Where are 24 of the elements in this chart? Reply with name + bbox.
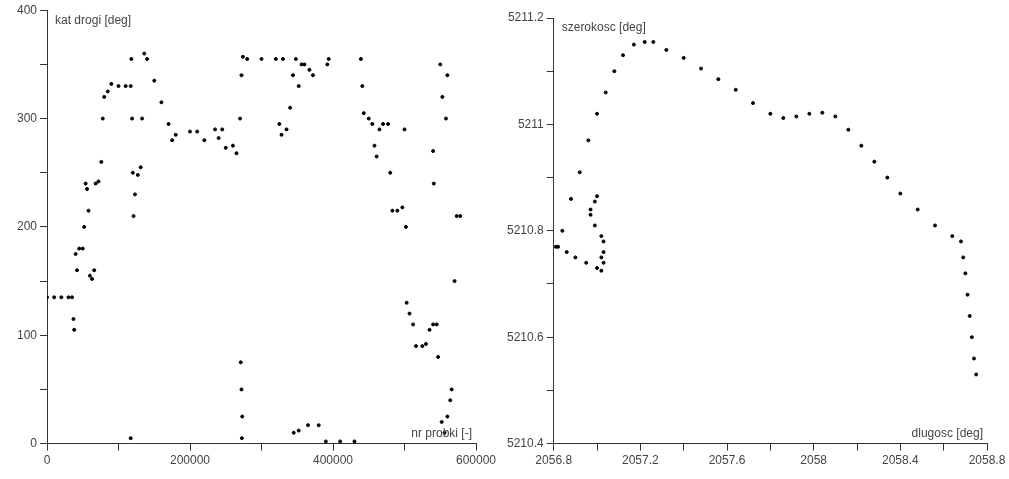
y-tick-label: 300	[16, 110, 38, 125]
y-tick-label: 5210.6	[507, 329, 545, 344]
y-tick-label: 100	[16, 327, 38, 342]
y-tick-label: 400	[16, 2, 38, 17]
x-tick-label: 2057.2	[622, 453, 660, 468]
y-axis-title: kat drogi [deg]	[55, 12, 132, 27]
x-tick-label: 2057.6	[708, 453, 746, 468]
x-axis-title: dlugosc [deg]	[911, 425, 983, 440]
y-tick-label: 5211	[517, 116, 545, 131]
x-tick-label: 400000	[312, 453, 354, 468]
y-tick-label: 0	[30, 435, 38, 450]
x-tick-label: 0	[43, 453, 51, 468]
x-tick-label: 2058.4	[881, 453, 920, 468]
y-tick-label: 200	[16, 219, 38, 234]
y-tick-label: 5210.8	[507, 223, 545, 238]
x-axis-title: nr probki [-]	[411, 425, 472, 440]
y-axis-title: szerokosc [deg]	[561, 20, 646, 35]
x-tick-label: 2056.8	[535, 453, 573, 468]
y-tick-label: 5211.2	[507, 10, 545, 25]
x-tick-label: 2058.8	[968, 453, 1006, 468]
x-tick-label: 2058	[800, 453, 828, 468]
x-tick-label: 200000	[169, 453, 211, 468]
x-tick-label: 600000	[455, 453, 497, 468]
y-tick-label: 5210.4	[507, 435, 545, 450]
